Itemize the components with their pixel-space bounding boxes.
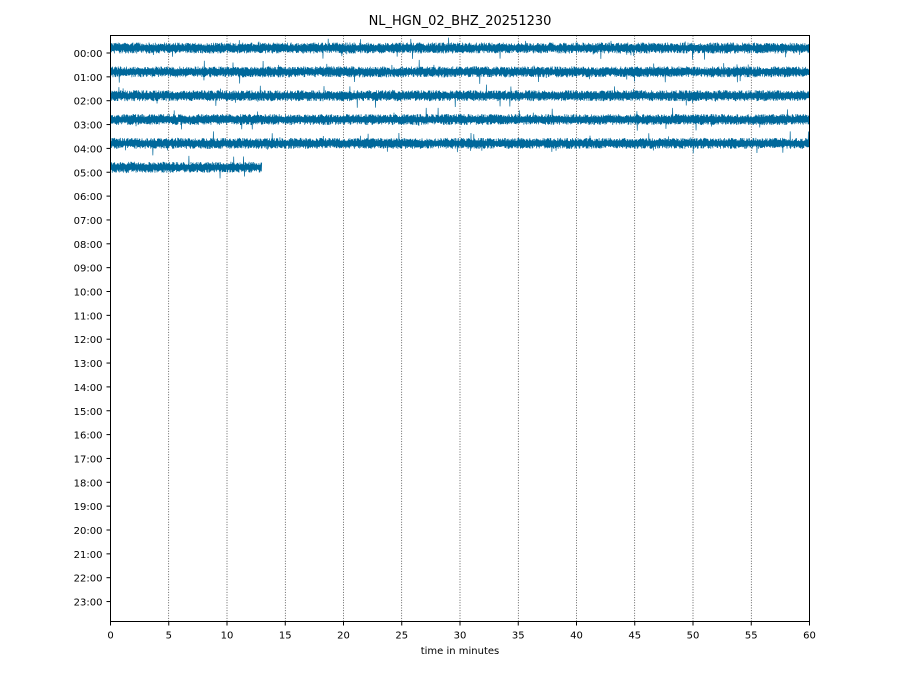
x-tick-label: 35 [512,631,525,642]
x-tick-label: 60 [803,631,816,642]
x-tick-label: 50 [687,631,700,642]
x-tick-label: 25 [395,631,408,642]
trace-0100 [110,59,810,84]
y-tick-label: 20:00 [74,526,103,537]
x-tick-label: 20 [337,631,350,642]
y-tick-label: 11:00 [74,311,103,322]
x-tick-label: 5 [166,631,172,642]
x-axis-ticks: 0 5 10 15 20 25 30 35 40 45 50 55 60 [107,621,816,642]
y-tick-label: 21:00 [74,550,103,561]
y-tick-label: 10:00 [74,288,103,299]
y-tick-label: 07:00 [74,216,103,227]
y-tick-label: 22:00 [74,574,103,585]
x-axis-label: time in minutes [421,646,500,657]
x-tick-label: 40 [570,631,583,642]
x-tick-label: 45 [628,631,641,642]
x-tick-label: 0 [107,631,113,642]
y-tick-label: 15:00 [74,407,103,418]
y-tick-label: 19:00 [74,502,103,513]
plot-frame [110,35,810,622]
y-tick-label: 23:00 [74,598,103,609]
y-axis-ticks: 00:00 01:00 02:00 03:00 04:00 05:00 06:00 07:00… [74,49,111,609]
y-tick-label: 12:00 [74,335,103,346]
x-tick-label: 30 [454,631,467,642]
x-tick-label: 55 [745,631,758,642]
y-tick-label: 08:00 [74,240,103,251]
y-tick-label: 00:00 [74,49,103,60]
trace-0500 [110,155,263,179]
y-tick-label: 03:00 [74,121,103,132]
traces [110,37,810,179]
y-tick-label: 06:00 [74,192,103,203]
trace-0300 [110,107,810,131]
y-tick-label: 02:00 [74,97,103,108]
trace-0000 [110,37,810,60]
y-tick-label: 04:00 [74,144,103,155]
x-tick-label: 15 [279,631,292,642]
y-tick-label: 18:00 [74,478,103,489]
x-tick-label: 10 [221,631,234,642]
y-tick-label: 14:00 [74,383,103,394]
y-tick-label: 17:00 [74,454,103,465]
y-tick-label: 13:00 [74,359,103,370]
trace-0400 [110,131,810,156]
trace-0200 [110,84,810,108]
y-tick-label: 09:00 [74,264,103,275]
y-tick-label: 05:00 [74,168,103,179]
y-tick-label: 16:00 [74,431,103,442]
chart-title: NL_HGN_02_BHZ_20251230 [369,14,552,29]
y-tick-label: 01:00 [74,73,103,84]
